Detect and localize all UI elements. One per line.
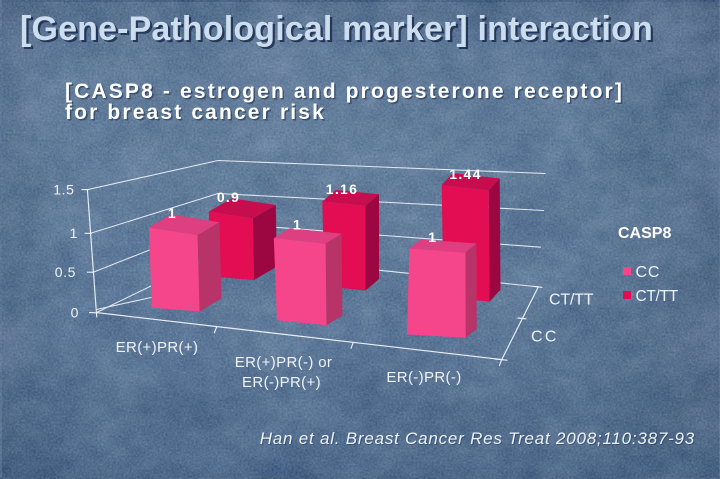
svg-text:1: 1 <box>70 225 78 241</box>
svg-text:0.5: 0.5 <box>55 264 76 280</box>
svg-text:0: 0 <box>71 305 79 321</box>
svg-text:CT/TT: CT/TT <box>549 292 594 309</box>
svg-text:1.44: 1.44 <box>449 166 481 182</box>
svg-text:1: 1 <box>428 229 437 245</box>
svg-text:CT/TT: CT/TT <box>636 288 679 305</box>
svg-text:1.5: 1.5 <box>53 182 74 198</box>
svg-text:CC: CC <box>636 264 661 281</box>
svg-text:CC: CC <box>531 329 559 346</box>
svg-text:ER(+)PR(-) or: ER(+)PR(-) or <box>235 354 332 371</box>
svg-text:1.16: 1.16 <box>326 181 358 197</box>
svg-text:0.9: 0.9 <box>217 189 240 205</box>
svg-text:1: 1 <box>168 205 177 221</box>
svg-text:ER(-)PR(-): ER(-)PR(-) <box>386 369 461 386</box>
svg-text:ER(-)PR(+): ER(-)PR(+) <box>242 374 321 391</box>
svg-text:CASP8: CASP8 <box>618 225 671 242</box>
svg-text:ER(+)PR(+): ER(+)PR(+) <box>116 339 199 356</box>
svg-text:1: 1 <box>293 217 302 233</box>
